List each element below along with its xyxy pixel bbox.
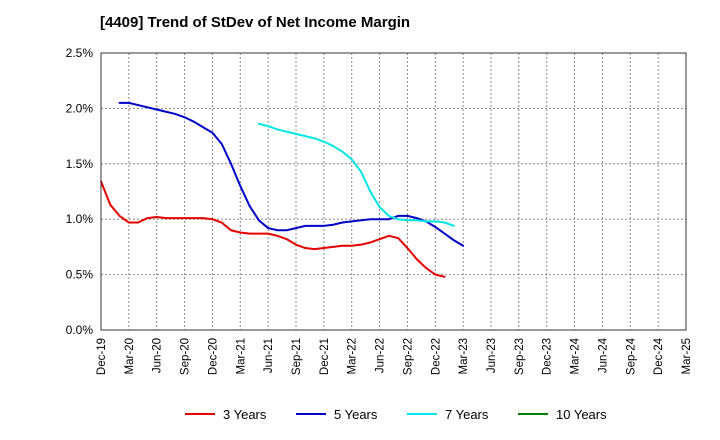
y-tick-label: 1.5% <box>66 157 94 171</box>
y-tick-label: 0.5% <box>66 268 94 282</box>
x-tick-label: Dec-19 <box>96 338 108 375</box>
series-layer <box>100 101 465 278</box>
x-tick-label: Dec-20 <box>207 338 219 375</box>
series-line <box>100 180 446 278</box>
x-tick-label: Jun-23 <box>486 338 498 373</box>
x-tick-label: Mar-22 <box>347 338 359 374</box>
x-tick-label: Dec-23 <box>542 338 554 375</box>
x-tick-label: Sep-23 <box>514 338 526 375</box>
x-tick-label: Sep-22 <box>402 338 414 375</box>
plot-frame <box>100 52 687 331</box>
x-tick-label: Jun-20 <box>152 338 164 373</box>
x-tick-label: Mar-25 <box>681 338 693 374</box>
y-tick-label: 2.5% <box>66 46 94 60</box>
x-tick-label: Dec-21 <box>319 338 331 375</box>
y-tick-label: 1.0% <box>66 212 94 226</box>
x-tick-label: Sep-21 <box>291 338 303 375</box>
legend-label: 3 Years <box>223 407 267 422</box>
axis-layer: 0.0% 0.5% 1.0% 1.5% 2.0% 2.5% Dec-19 Mar-20 Jun-… <box>66 46 693 375</box>
y-tick-label: 0.0% <box>66 323 94 337</box>
x-tick-label: Dec-22 <box>430 338 442 375</box>
legend-label: 7 Years <box>445 407 489 422</box>
x-tick-label: Jun-24 <box>597 337 609 373</box>
x-tick-label: Sep-20 <box>180 338 192 375</box>
chart-title: [4409] Trend of StDev of Net Income Marg… <box>100 14 411 31</box>
x-tick-label: Jun-22 <box>375 338 387 373</box>
series-line <box>257 122 455 227</box>
legend-layer: 3 Years 5 Years 7 Years 10 Years <box>185 407 607 422</box>
x-tick-label: Jun-21 <box>263 338 275 373</box>
x-tick-label: Dec-24 <box>653 337 665 375</box>
series-line <box>118 101 465 247</box>
x-tick-label: Mar-24 <box>570 337 582 374</box>
x-tick-label: Mar-21 <box>235 338 247 374</box>
y-tick-label: 2.0% <box>66 101 94 115</box>
x-tick-label: Mar-20 <box>124 338 136 374</box>
x-tick-label: Mar-23 <box>458 338 470 374</box>
legend-label: 5 Years <box>334 407 378 422</box>
x-tick-label: Sep-24 <box>625 337 637 375</box>
legend-label: 10 Years <box>556 407 607 422</box>
grid-layer <box>101 52 686 330</box>
